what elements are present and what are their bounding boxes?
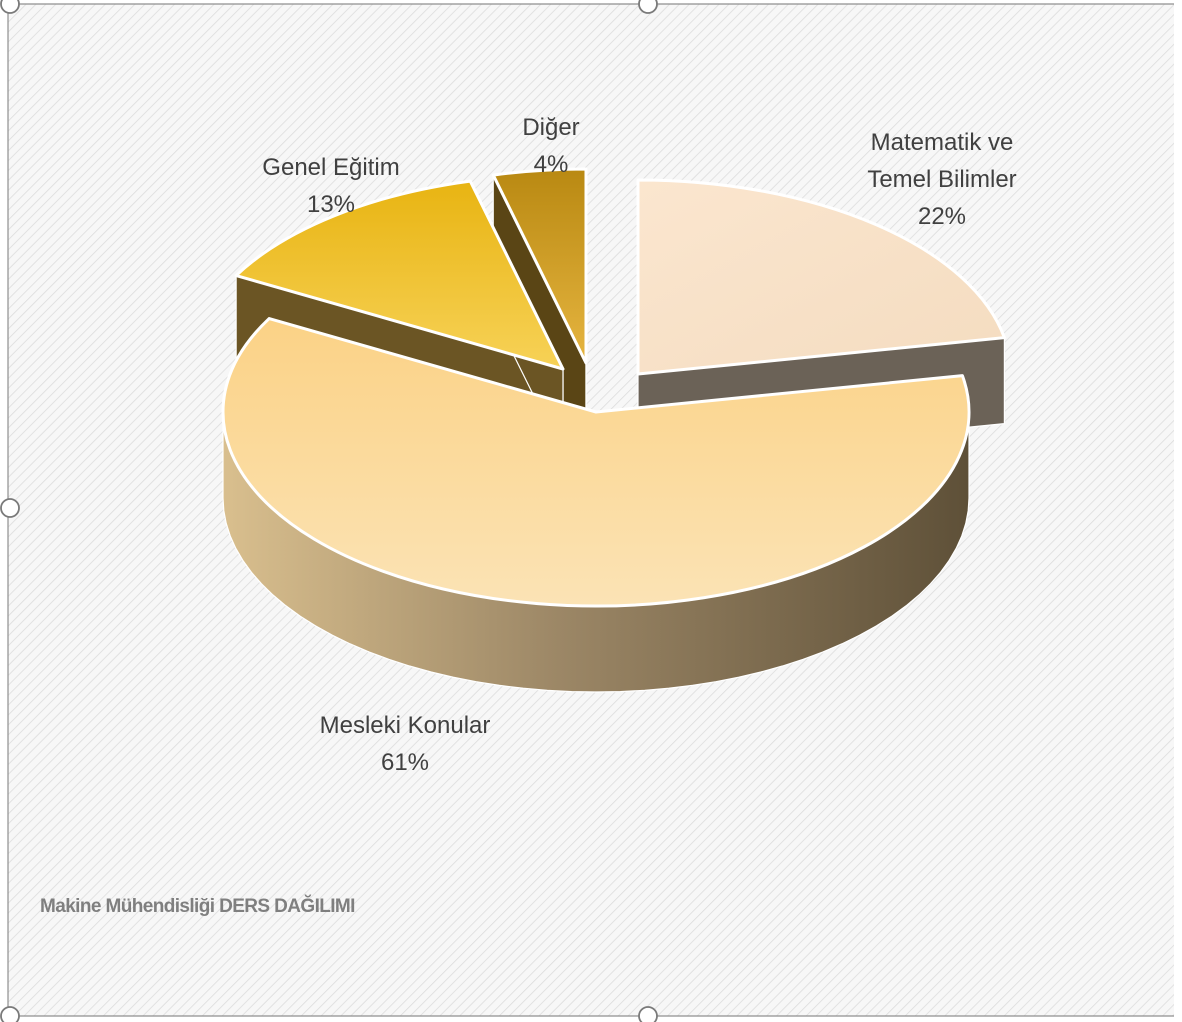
resize-handle-top-left[interactable] xyxy=(0,0,20,14)
resize-handle-left[interactable] xyxy=(0,498,20,518)
data-label-percent: 4% xyxy=(534,151,569,178)
pie-slice-top xyxy=(491,167,588,365)
resize-handle-top[interactable] xyxy=(638,0,658,14)
data-label: Matematik ve Temel Bilimler 22% xyxy=(867,129,1016,230)
resize-handle-bottom[interactable] xyxy=(638,1006,658,1022)
data-label: Diğer 4% xyxy=(522,114,579,178)
data-label-category: Matematik ve xyxy=(871,129,1014,156)
resize-handle-bottom-left[interactable] xyxy=(0,1006,20,1022)
data-label: Mesleki Konular 61% xyxy=(320,712,491,776)
pie-slice-top xyxy=(636,178,1006,376)
data-label-category: Temel Bilimler xyxy=(867,166,1016,193)
data-label-percent: 22% xyxy=(918,203,966,230)
data-label-category: Mesleki Konular xyxy=(320,712,491,739)
data-label-percent: 13% xyxy=(307,191,355,218)
pie-slice-top xyxy=(221,317,971,608)
data-label-percent: 61% xyxy=(381,749,429,776)
pie-slice-top xyxy=(234,179,565,371)
chart-title: Makine Mühendisliği DERS DAĞILIMI xyxy=(40,895,355,917)
pie-slice[interactable] xyxy=(221,317,971,693)
data-label: Genel Eğitim 13% xyxy=(262,154,399,218)
data-label-category: Genel Eğitim xyxy=(262,154,399,181)
data-label-category: Diğer xyxy=(522,114,579,141)
